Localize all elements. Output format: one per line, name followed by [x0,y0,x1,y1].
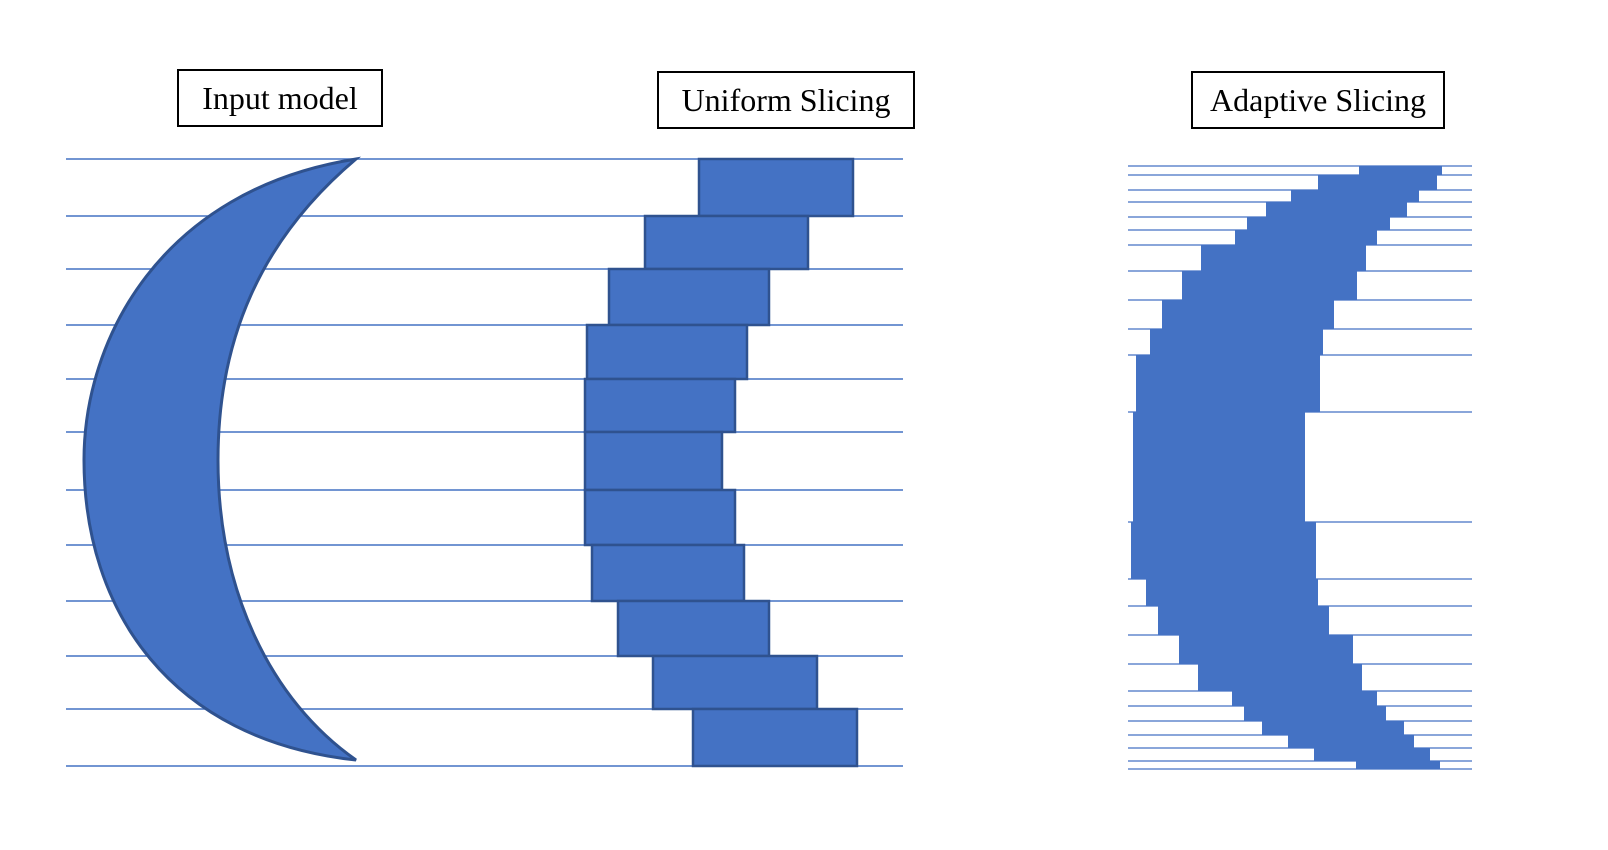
adaptive-layer-5 [1235,230,1377,245]
adaptive-slicing-label: Adaptive Slicing [1191,71,1445,129]
uniform-layer-5 [583,430,724,492]
adaptive-layer-9 [1150,329,1323,355]
adaptive-layer-16 [1198,664,1362,691]
adaptive-layer-17 [1232,691,1377,706]
adaptive-layer-13 [1146,579,1318,606]
input-model-label: Input model [177,69,383,127]
adaptive-slice-lines [1128,165,1472,770]
adaptive-layer-0 [1359,166,1442,175]
adaptive-layer-19 [1262,721,1404,735]
adaptive-layer-10 [1136,355,1320,412]
uniform-layer-10 [691,707,859,768]
crescent-shape [82,156,362,762]
adaptive-layer-3 [1266,202,1407,217]
uniform-layer-1 [643,214,810,271]
adaptive-layer-11 [1133,412,1305,522]
adaptive-layer-22 [1356,761,1440,769]
adaptive-layer-2 [1291,190,1419,202]
adaptive-layer-21 [1314,748,1430,761]
uniform-layer-4 [583,377,737,434]
adaptive-layer-18 [1244,706,1386,721]
adaptive-slice-layers [1131,166,1442,769]
uniform-layer-8 [616,599,771,658]
adaptive-layer-14 [1158,606,1329,635]
adaptive-layer-15 [1179,635,1353,664]
uniform-layer-0 [697,157,855,218]
adaptive-layer-1 [1318,175,1437,190]
uniform-layer-9 [651,654,819,711]
uniform-layer-2 [607,267,771,327]
uniform-slice-layers [583,157,859,768]
adaptive-layer-8 [1162,300,1334,329]
adaptive-layer-4 [1247,217,1390,230]
uniform-slicing-label: Uniform Slicing [657,71,915,129]
adaptive-layer-7 [1182,271,1357,300]
adaptive-layer-20 [1288,735,1414,748]
adaptive-layer-12 [1131,522,1316,579]
uniform-layer-3 [585,323,749,381]
adaptive-layer-6 [1201,245,1366,271]
uniform-layer-6 [583,488,737,547]
uniform-layer-7 [590,543,746,603]
